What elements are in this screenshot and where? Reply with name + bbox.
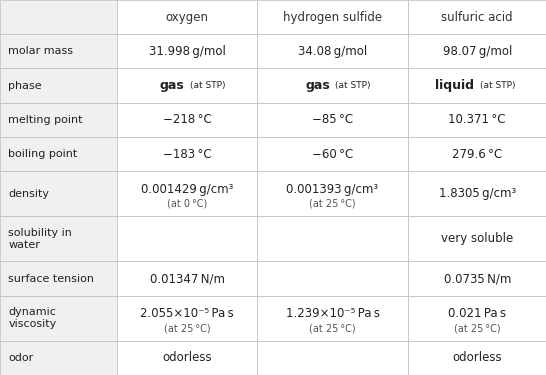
Text: solubility in
water: solubility in water	[8, 228, 72, 250]
Text: 2.055×10⁻⁵ Pa s: 2.055×10⁻⁵ Pa s	[140, 307, 234, 320]
Text: (at STP): (at STP)	[480, 81, 515, 90]
Bar	[117, 261, 257, 296]
Bar	[0, 216, 117, 261]
Text: −218 °C: −218 °C	[163, 113, 211, 126]
Bar	[117, 137, 257, 171]
Text: odor: odor	[8, 353, 33, 363]
Bar	[257, 216, 408, 261]
Text: 10.371 °C: 10.371 °C	[448, 113, 506, 126]
Bar	[408, 103, 546, 137]
Bar	[408, 137, 546, 171]
Text: (at STP): (at STP)	[335, 81, 371, 90]
Bar	[117, 34, 257, 69]
Bar	[257, 103, 408, 137]
Text: very soluble: very soluble	[441, 232, 513, 245]
Text: 98.07 g/mol: 98.07 g/mol	[442, 45, 512, 58]
Bar	[257, 261, 408, 296]
Text: (at 25 °C): (at 25 °C)	[164, 323, 210, 333]
Text: 34.08 g/mol: 34.08 g/mol	[298, 45, 367, 58]
Text: (at 25 °C): (at 25 °C)	[454, 323, 501, 333]
Bar	[117, 0, 257, 34]
Bar	[257, 296, 408, 341]
Text: 0.0735 N/m: 0.0735 N/m	[443, 272, 511, 285]
Bar	[117, 103, 257, 137]
Text: density: density	[8, 189, 49, 199]
Text: 1.239×10⁻⁵ Pa s: 1.239×10⁻⁵ Pa s	[286, 307, 379, 320]
Text: odorless: odorless	[162, 351, 212, 364]
Bar	[257, 341, 408, 375]
Bar	[117, 171, 257, 216]
Text: dynamic
viscosity: dynamic viscosity	[8, 308, 56, 329]
Bar	[0, 34, 117, 69]
Bar	[408, 341, 546, 375]
Text: surface tension: surface tension	[8, 273, 94, 284]
Text: 0.001393 g/cm³: 0.001393 g/cm³	[287, 183, 378, 196]
Bar	[257, 69, 408, 103]
Bar	[257, 137, 408, 171]
Bar	[408, 0, 546, 34]
Text: 279.6 °C: 279.6 °C	[452, 148, 502, 160]
Bar	[117, 341, 257, 375]
Text: melting point: melting point	[8, 115, 82, 125]
Bar	[408, 34, 546, 69]
Bar	[117, 216, 257, 261]
Bar	[0, 296, 117, 341]
Text: (at STP): (at STP)	[190, 81, 225, 90]
Text: sulfuric acid: sulfuric acid	[441, 10, 513, 24]
Bar	[0, 0, 117, 34]
Bar	[408, 216, 546, 261]
Bar	[0, 261, 117, 296]
Text: −85 °C: −85 °C	[312, 113, 353, 126]
Bar	[0, 69, 117, 103]
Text: (at 25 °C): (at 25 °C)	[309, 199, 356, 208]
Text: gas: gas	[159, 79, 185, 92]
Text: odorless: odorless	[453, 351, 502, 364]
Bar	[0, 171, 117, 216]
Text: −183 °C: −183 °C	[163, 148, 211, 160]
Text: 1.8305 g/cm³: 1.8305 g/cm³	[438, 187, 516, 200]
Text: (at 25 °C): (at 25 °C)	[309, 323, 356, 333]
Bar	[408, 171, 546, 216]
Bar	[117, 69, 257, 103]
Bar	[408, 261, 546, 296]
Bar	[257, 34, 408, 69]
Text: boiling point: boiling point	[8, 149, 78, 159]
Bar	[0, 137, 117, 171]
Text: oxygen: oxygen	[165, 10, 209, 24]
Bar	[257, 171, 408, 216]
Text: phase: phase	[8, 81, 42, 91]
Bar	[408, 69, 546, 103]
Text: 0.021 Pa s: 0.021 Pa s	[448, 307, 506, 320]
Bar	[117, 296, 257, 341]
Bar	[0, 103, 117, 137]
Text: −60 °C: −60 °C	[312, 148, 353, 160]
Text: 0.001429 g/cm³: 0.001429 g/cm³	[141, 183, 233, 196]
Text: gas: gas	[305, 79, 330, 92]
Text: (at 0 °C): (at 0 °C)	[167, 199, 207, 208]
Text: 0.01347 N/m: 0.01347 N/m	[150, 272, 224, 285]
Bar	[408, 296, 546, 341]
Text: 31.998 g/mol: 31.998 g/mol	[149, 45, 225, 58]
Text: molar mass: molar mass	[8, 46, 73, 56]
Bar	[0, 341, 117, 375]
Text: hydrogen sulfide: hydrogen sulfide	[283, 10, 382, 24]
Bar	[257, 0, 408, 34]
Text: liquid: liquid	[436, 79, 474, 92]
